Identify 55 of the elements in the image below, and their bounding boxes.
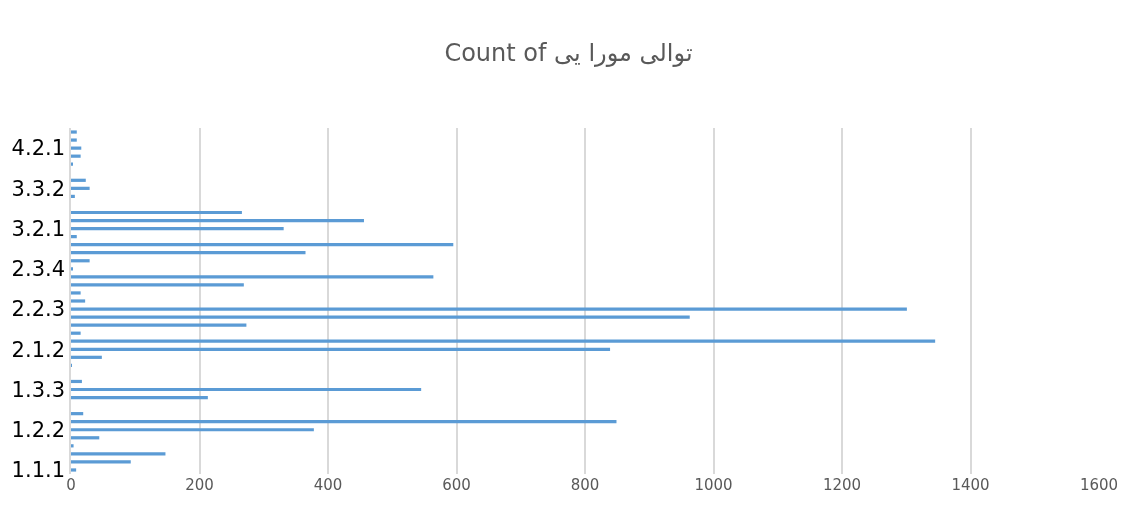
bar (71, 355, 102, 359)
bar (71, 331, 81, 335)
bar (71, 235, 77, 239)
bar (71, 146, 82, 150)
bar (71, 444, 74, 448)
bar (71, 395, 208, 400)
x-tick-label: 1200 (822, 476, 862, 494)
y-tick-label: 3.3.2 (11, 176, 66, 201)
bar (71, 452, 166, 456)
x-tick-label: 200 (185, 476, 214, 494)
bar (71, 468, 77, 472)
x-tick-label: 1400 (951, 476, 990, 494)
bar (71, 323, 247, 327)
bar (71, 299, 86, 303)
bar (71, 379, 82, 384)
bar (71, 291, 81, 295)
y-tick-label: 1.2.2 (11, 418, 66, 443)
bar (71, 315, 690, 319)
bar (71, 251, 306, 255)
bar (71, 154, 81, 158)
bar (71, 428, 314, 432)
x-tick-label: 1600 (1079, 476, 1119, 494)
bar (71, 283, 244, 287)
bar (71, 339, 936, 343)
bar (71, 436, 100, 440)
bar (71, 130, 77, 134)
y-tick-label: 2.3.4 (11, 257, 66, 282)
chart-title: Count of توالی مورا یی (444, 38, 693, 67)
y-tick-label: 2.2.3 (11, 297, 66, 322)
bar (71, 412, 84, 416)
y-tick-label: 3.2.1 (11, 216, 66, 241)
bar (71, 460, 131, 464)
x-tick-label: 0 (66, 476, 76, 494)
bar (71, 243, 454, 247)
bar (71, 138, 77, 142)
bar (71, 226, 284, 231)
x-tick-label: 400 (313, 476, 343, 494)
y-tick-label: 2.1.2 (11, 337, 66, 362)
x-tick-label: 600 (442, 476, 471, 494)
x-tick-label: 1000 (694, 476, 733, 494)
y-tick-label: 1.1.1 (11, 458, 66, 483)
bar (71, 178, 86, 182)
bar (71, 194, 75, 198)
bar (71, 218, 364, 223)
bar (71, 210, 242, 215)
bar (71, 259, 90, 263)
bar (71, 307, 907, 311)
bar (71, 275, 434, 279)
bar (71, 186, 90, 190)
x-tick-label: 800 (570, 476, 600, 494)
y-tick-label: 4.2.1 (11, 136, 66, 161)
bar (71, 387, 422, 392)
bar (71, 420, 617, 424)
bar (71, 347, 611, 351)
y-tick-label: 1.3.3 (11, 377, 66, 402)
